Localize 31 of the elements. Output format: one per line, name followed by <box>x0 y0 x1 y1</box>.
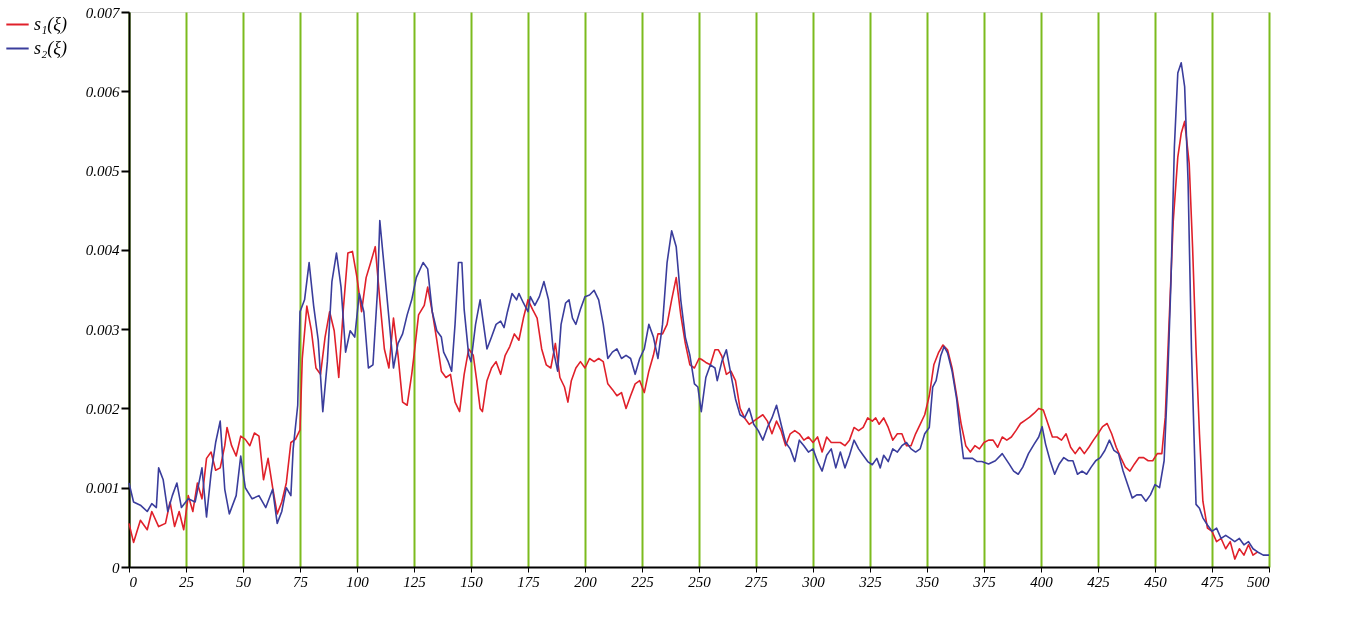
y-tick-label: 0.003 <box>85 321 120 338</box>
y-tick-label: 0.002 <box>85 400 120 417</box>
x-tick-label: 400 <box>1030 573 1054 590</box>
y-tick-label: 0.001 <box>85 480 120 497</box>
x-tick-label: 500 <box>1247 573 1270 590</box>
x-tick-label: 275 <box>745 573 769 590</box>
y-tick-label: 0.005 <box>85 163 120 180</box>
x-tick-label: 450 <box>1144 573 1168 590</box>
x-tick-label: 425 <box>1087 573 1111 590</box>
x-tick-label: 50 <box>236 573 252 590</box>
x-tick-label: 100 <box>346 573 370 590</box>
x-tick-label: 175 <box>517 573 541 590</box>
x-tick-label: 325 <box>858 573 883 590</box>
x-tick-label: 150 <box>460 573 484 590</box>
x-tick-label: 75 <box>293 573 309 590</box>
x-tick-label: 25 <box>179 573 195 590</box>
x-tick-label: 475 <box>1201 573 1225 590</box>
y-tick-label: 0.006 <box>85 83 120 100</box>
x-tick-label: 350 <box>915 573 940 590</box>
y-tick-label: 0.007 <box>85 4 121 21</box>
x-tick-label: 250 <box>688 573 712 590</box>
x-tick-label: 375 <box>972 573 997 590</box>
x-tick-label: 300 <box>801 573 826 590</box>
x-tick-label: 125 <box>403 573 427 590</box>
x-tick-label: 0 <box>129 573 138 590</box>
x-tick-label: 200 <box>574 573 598 590</box>
y-tick-label: 0 <box>112 559 120 576</box>
legend-label: s₂(ξ) <box>34 37 67 59</box>
y-tick-label: 0.004 <box>85 242 120 259</box>
legend-label: s₁(ξ) <box>34 13 67 35</box>
x-tick-label: 225 <box>631 573 655 590</box>
